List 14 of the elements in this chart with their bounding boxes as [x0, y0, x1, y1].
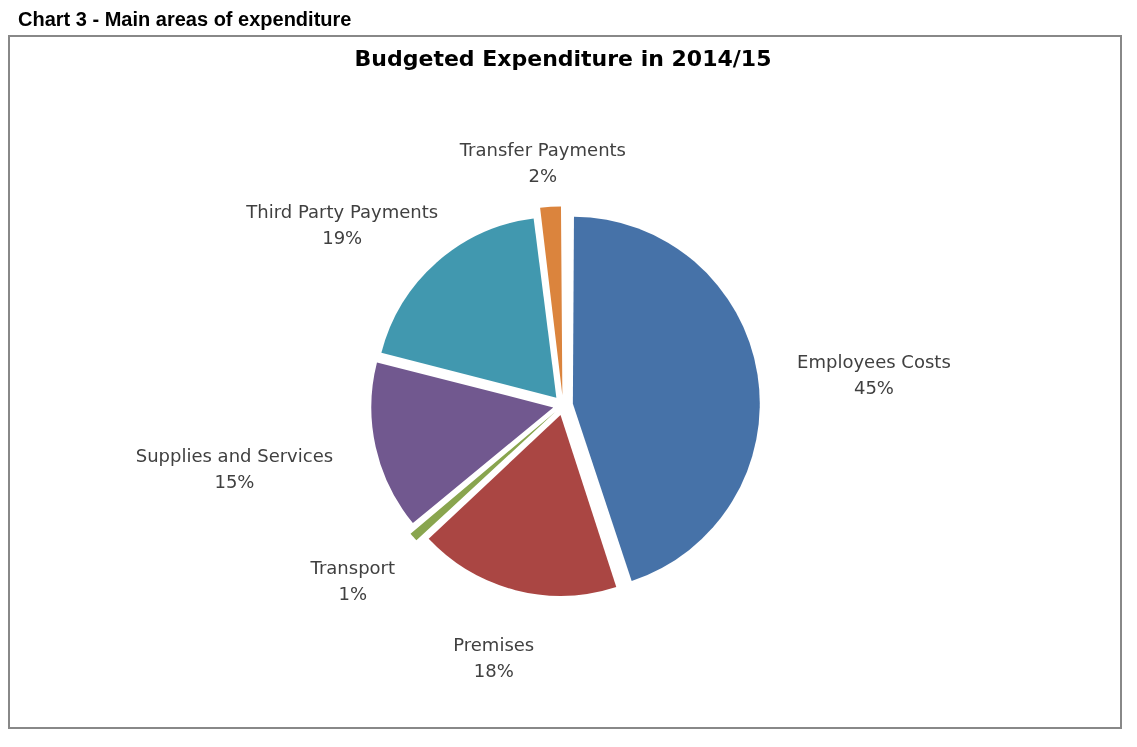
slice-label: Transport	[309, 556, 396, 578]
slice-label: Third Party Payments	[245, 201, 439, 223]
slice-label: Premises	[453, 634, 535, 656]
data-label: 18%	[473, 660, 514, 682]
data-label: 1%	[338, 582, 368, 604]
data-label: 19%	[322, 227, 363, 249]
chart-title: Chart 3 - Main areas of expenditure	[18, 8, 353, 31]
chart-subtitle: Budgeted Expenditure in 2014/15	[354, 45, 772, 71]
data-label: 2%	[528, 164, 558, 186]
slice-label: Transfer Payments	[458, 138, 626, 160]
slice-label: Employees Costs	[797, 350, 951, 372]
data-label: 45%	[853, 376, 894, 398]
slice-label: Supplies and Services	[135, 445, 334, 467]
data-label: 15%	[214, 471, 255, 493]
